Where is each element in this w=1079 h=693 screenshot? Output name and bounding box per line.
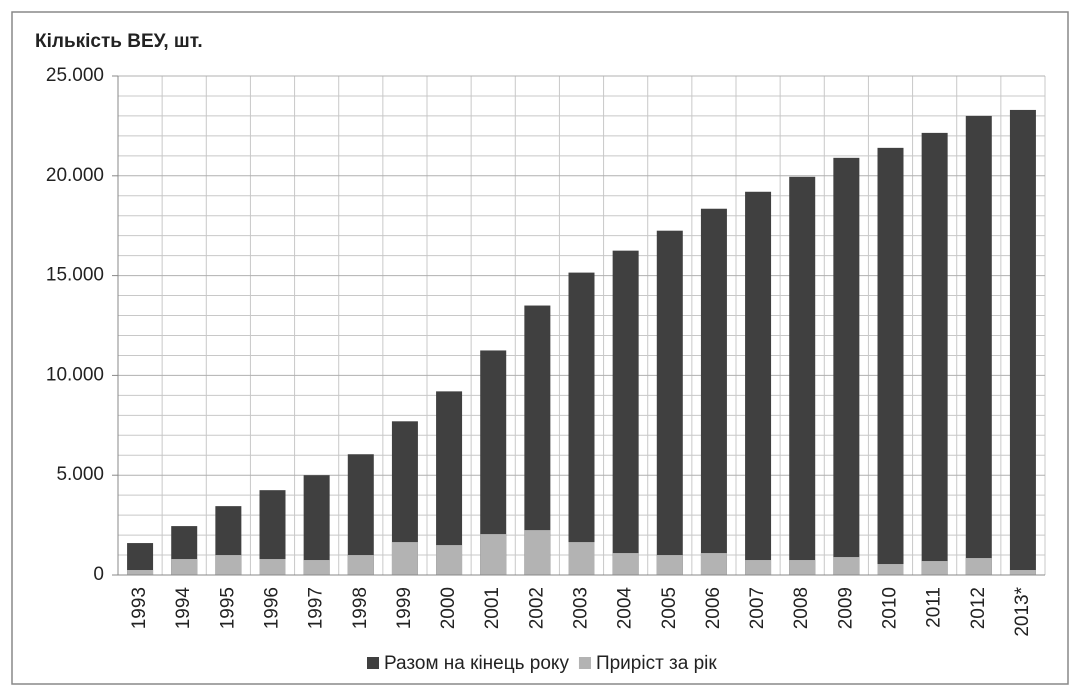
x-tick-label: 2013* (1012, 586, 1033, 636)
bar (612, 553, 639, 575)
bar (127, 543, 154, 575)
x-tick-label: 1996 (262, 587, 283, 629)
x-tick-label: 2007 (747, 587, 768, 629)
bar (700, 553, 727, 575)
bar (921, 132, 948, 576)
x-tick-label: 1994 (173, 587, 194, 630)
legend-swatch (367, 657, 379, 669)
bar (436, 545, 463, 575)
bar (391, 542, 418, 575)
bar (789, 176, 816, 575)
x-tick-label: 2006 (703, 587, 724, 629)
bar (347, 454, 374, 575)
bar (303, 560, 330, 575)
y-tick-label: 5.000 (56, 464, 104, 485)
legend-label: Разом на кінець року (384, 653, 569, 674)
bar (745, 191, 772, 575)
bar (833, 557, 860, 575)
x-tick-label: 1998 (350, 587, 371, 629)
bar (303, 475, 330, 575)
x-tick-label: 1995 (217, 587, 238, 629)
y-tick-label: 25.000 (46, 65, 104, 86)
bar (877, 147, 904, 575)
x-tick-label: 2012 (968, 587, 989, 629)
bar (436, 391, 463, 575)
bar (833, 157, 860, 575)
bar (568, 542, 595, 575)
bar (568, 272, 595, 575)
bar (656, 230, 683, 575)
x-tick-label: 2005 (659, 587, 680, 629)
bar (789, 560, 816, 575)
bar (127, 570, 154, 575)
y-tick-label: 15.000 (46, 265, 104, 286)
x-tick-label: 2008 (791, 587, 812, 629)
bar (612, 250, 639, 575)
y-tick-label: 0 (93, 564, 104, 585)
y-tick-label: 10.000 (46, 364, 104, 385)
x-tick-label: 1997 (306, 587, 327, 629)
bar (524, 530, 551, 575)
bar (347, 555, 374, 575)
x-tick-label: 2003 (571, 587, 592, 629)
bar (700, 208, 727, 575)
x-tick-label: 2001 (482, 587, 503, 629)
y-tick-label: 20.000 (46, 165, 104, 186)
bar (259, 559, 286, 575)
x-tick-label: 2009 (835, 587, 856, 629)
bar (171, 559, 198, 575)
legend-label: Приріст за рік (596, 653, 717, 674)
bar (745, 560, 772, 575)
bar (877, 564, 904, 575)
bar (1009, 570, 1036, 575)
x-tick-label: 2002 (526, 587, 547, 629)
legend: Разом на кінець року Приріст за рік (367, 653, 717, 674)
x-tick-label: 2011 (924, 587, 945, 628)
bar (1009, 109, 1036, 575)
x-tick-label: 2010 (880, 587, 901, 629)
bar (656, 555, 683, 575)
x-tick-label: 2000 (438, 587, 459, 629)
bar (921, 561, 948, 575)
legend-swatch (578, 657, 591, 669)
bar (965, 115, 992, 576)
bar (480, 534, 507, 575)
chart-title: Кількість ВЕУ, шт. (35, 31, 203, 52)
x-tick-label: 1999 (394, 587, 415, 629)
bar (215, 555, 242, 575)
bar (965, 558, 992, 575)
x-tick-label: 2004 (615, 587, 636, 630)
x-tick-label: 1993 (129, 587, 150, 629)
